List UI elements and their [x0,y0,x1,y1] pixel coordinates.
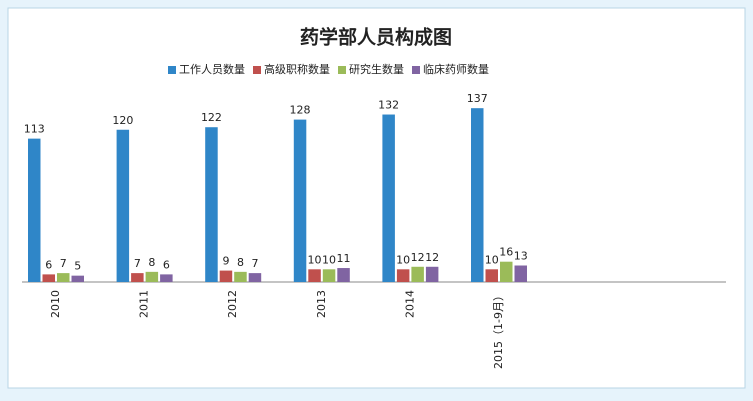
legend-swatch [338,66,346,74]
data-label: 13 [514,250,528,263]
data-label: 132 [378,99,399,112]
bar [248,273,262,282]
data-label: 10 [308,253,322,266]
bar [131,273,144,282]
x-tick-label: 2014 [403,290,416,318]
bar [337,268,350,282]
x-tick-label: 2011 [138,290,151,318]
data-label: 12 [411,251,425,264]
x-tick-label: 2013 [315,290,328,318]
legend-swatch [253,66,261,74]
data-label: 10 [396,253,410,266]
x-tick-label: 2015（1-9月） [492,290,505,369]
bar [28,138,41,282]
bar [145,271,159,282]
bar [234,271,247,282]
x-tick-label: 2012 [226,290,239,318]
bar [116,129,130,282]
bar [293,119,307,282]
legend-label: 工作人员数量 [179,63,245,76]
data-label: 7 [60,257,67,270]
data-label: 5 [74,260,81,273]
bar [396,269,410,282]
data-label: 10 [322,253,336,266]
bar [382,114,395,283]
bar [219,270,233,282]
data-label: 6 [163,258,170,271]
bar [500,261,513,282]
data-label: 120 [112,114,133,127]
chart-title: 药学部人员构成图 [300,26,452,49]
legend-label: 研究生数量 [349,62,404,76]
legend-swatch [168,66,176,74]
data-label: 122 [201,111,222,124]
legend-label: 高级职称数量 [264,62,330,76]
data-label: 137 [467,92,488,105]
bar [160,274,173,282]
bar [42,274,55,282]
data-label: 6 [45,258,52,271]
x-tick-label: 2010 [49,290,62,318]
chart-frame [7,7,746,389]
data-label: 11 [337,252,351,265]
data-label: 113 [24,123,45,136]
data-label: 7 [134,257,141,270]
data-label: 8 [237,256,244,269]
legend-swatch [412,66,420,74]
data-label: 12 [425,251,439,264]
legend-label: 临床药师数量 [423,62,489,76]
bar [322,269,336,282]
bar [514,265,527,282]
data-label: 128 [290,104,311,117]
data-label: 8 [148,256,155,269]
bar [57,273,70,282]
data-label: 10 [485,253,499,266]
bar [485,269,498,282]
bar [71,275,84,282]
bar [205,127,218,283]
bar [411,266,424,282]
data-label: 9 [222,255,229,268]
bar [308,269,321,282]
bar [471,108,484,283]
bar [425,266,439,282]
data-label: 16 [499,246,513,259]
data-label: 7 [251,257,258,270]
